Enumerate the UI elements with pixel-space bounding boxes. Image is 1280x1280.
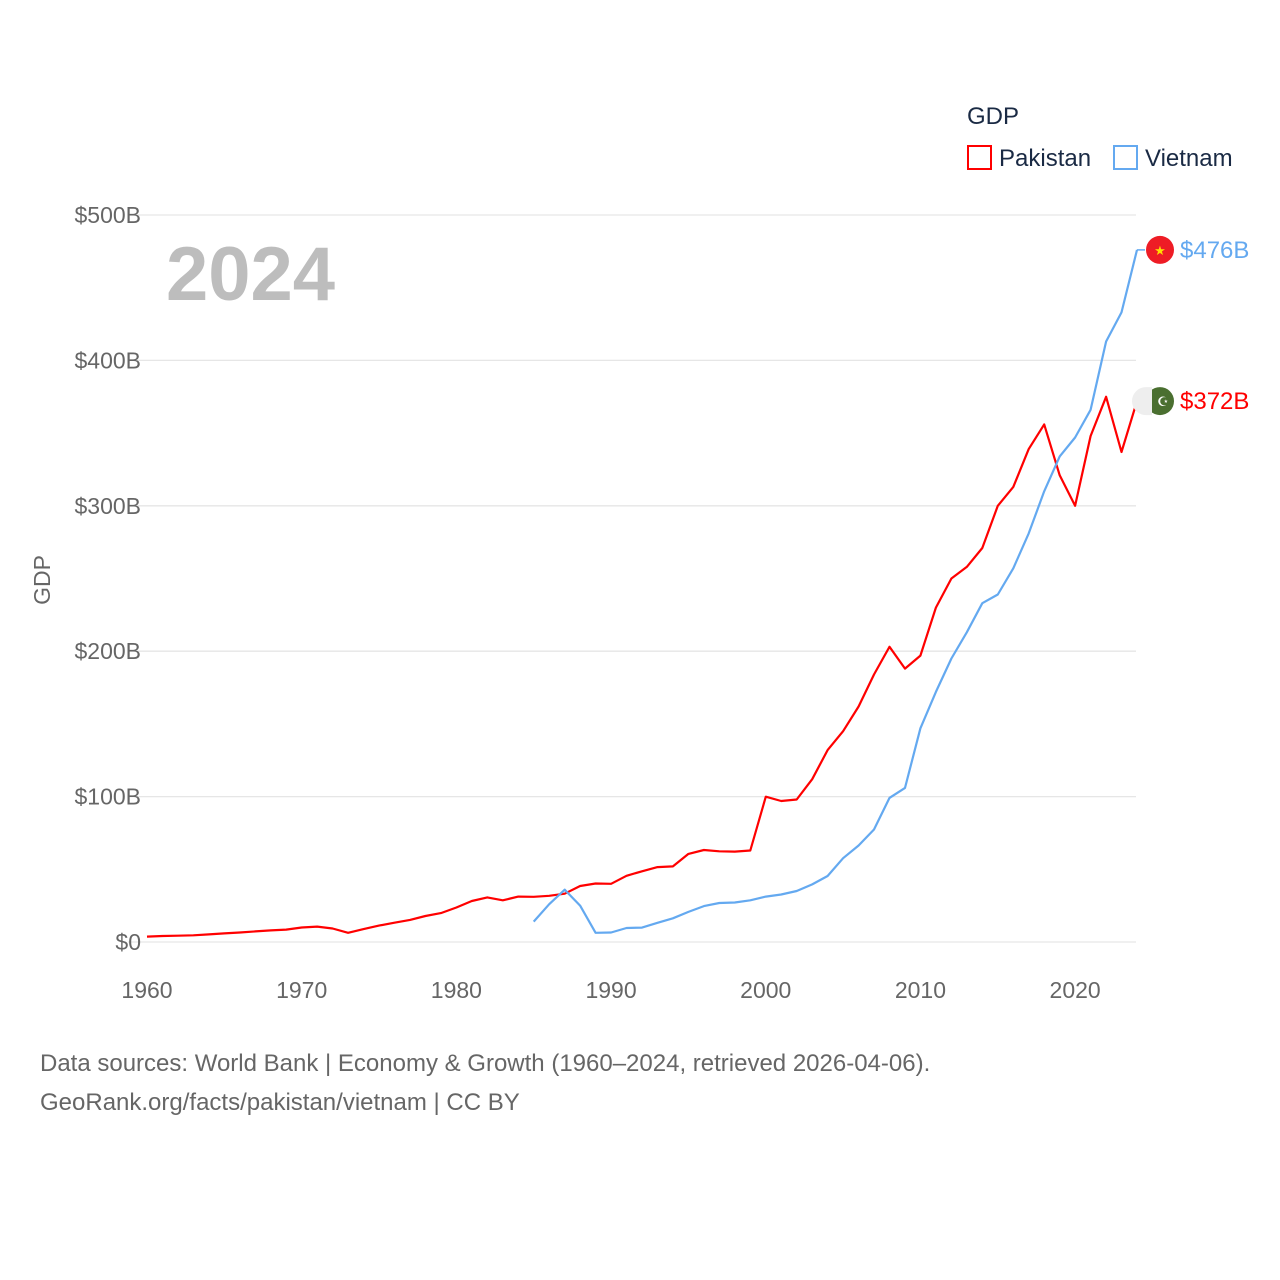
x-tick-label: 2020 <box>1050 977 1101 1003</box>
source-note: Data sources: World Bank | Economy & Gro… <box>40 1044 930 1122</box>
flag-white-band <box>1132 387 1152 416</box>
series-line-vietnam <box>532 249 1139 934</box>
y-tick-label: $0 <box>115 929 141 955</box>
x-tick-label: 1990 <box>585 977 636 1003</box>
end-value-label: $476B <box>1180 237 1249 264</box>
y-axis: $0 $100B $200B $300B $400B $500B <box>74 202 141 955</box>
grid <box>128 214 1136 943</box>
series-line-pakistan <box>146 395 1139 938</box>
x-tick-label: 2010 <box>895 977 946 1003</box>
year-watermark: 2024 <box>166 232 335 317</box>
x-tick-label: 2000 <box>740 977 791 1003</box>
crescent-icon: ☪ <box>1157 394 1169 409</box>
legend-title: GDP <box>967 103 1019 130</box>
pakistan-flag-icon: ☪ <box>1132 387 1174 416</box>
x-tick-label: 1980 <box>431 977 482 1003</box>
x-tick-label: 1970 <box>276 977 327 1003</box>
legend-item-pakistan[interactable]: Pakistan <box>967 145 1091 172</box>
legend: GDP Pakistan Vietnam <box>967 103 1233 172</box>
y-tick-label: $100B <box>74 784 141 810</box>
flag-circle <box>1146 387 1174 416</box>
star-icon: ★ <box>1154 243 1166 258</box>
source-link[interactable]: GeoRank.org/facts/pakistan/vietnam | CC … <box>40 1089 520 1116</box>
legend-item-vietnam[interactable]: Vietnam <box>1113 145 1233 172</box>
series-lines <box>146 249 1139 938</box>
y-tick-label: $400B <box>74 347 141 373</box>
x-tick-label: 1960 <box>121 977 172 1003</box>
y-tick-label: $300B <box>74 493 141 519</box>
legend-label: Pakistan <box>999 145 1091 172</box>
legend-label: Vietnam <box>1145 145 1233 172</box>
x-axis: 1960 1970 1980 1990 2000 2010 2020 <box>121 977 1100 1003</box>
source-line: Data sources: World Bank | Economy & Gro… <box>40 1050 931 1077</box>
y-axis-label: GDP <box>29 555 55 605</box>
flag-circle <box>1146 235 1174 264</box>
end-labels: ☪ $372B ★ $476B <box>1132 235 1249 416</box>
y-tick-label: $500B <box>74 202 141 228</box>
vietnam-flag-icon: ★ <box>1146 235 1174 264</box>
end-value-label: $372B <box>1180 388 1249 415</box>
y-tick-label: $200B <box>74 638 141 664</box>
